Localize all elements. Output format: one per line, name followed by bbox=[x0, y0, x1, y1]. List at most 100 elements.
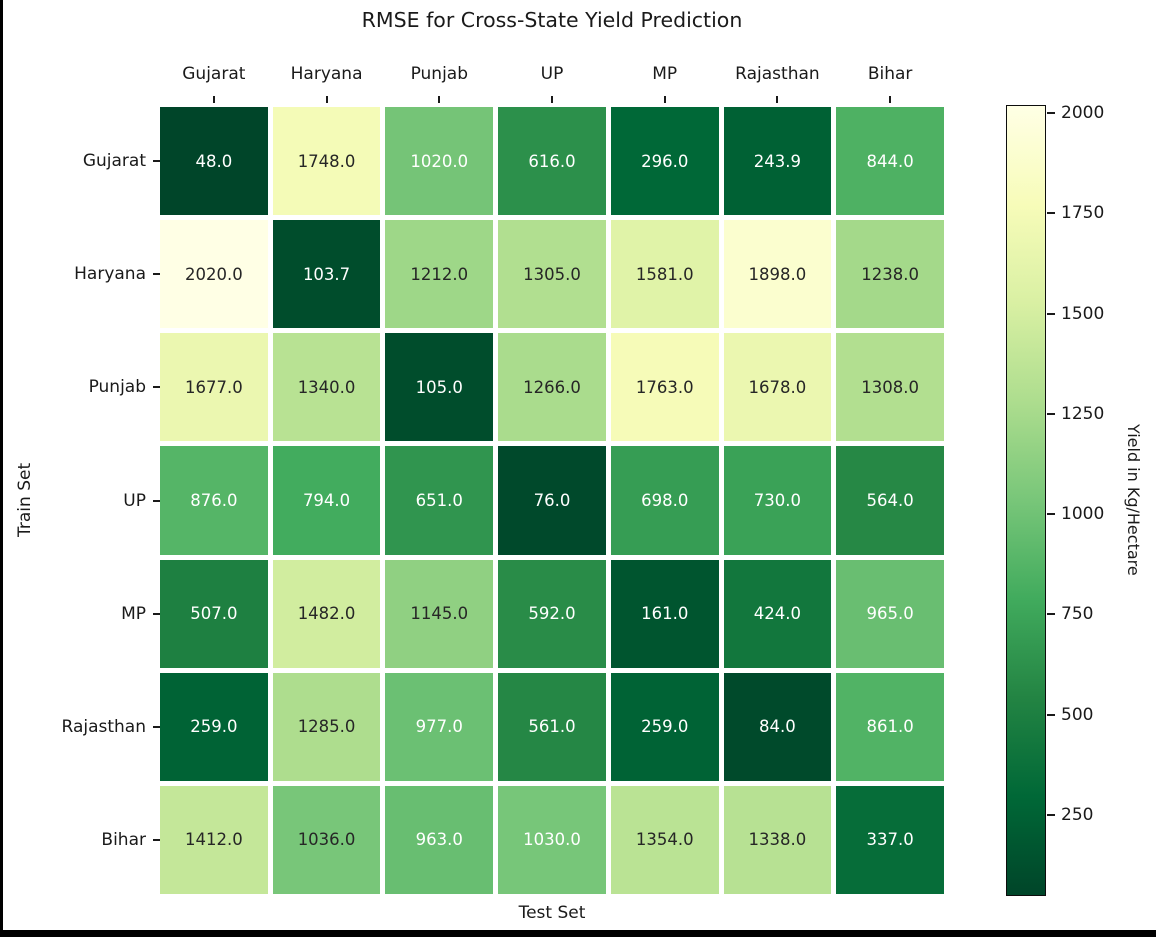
heatmap-cell: 1030.0 bbox=[498, 785, 606, 894]
x-tick-label: Haryana bbox=[290, 64, 363, 84]
heatmap-cell: 1285.0 bbox=[272, 672, 381, 781]
heatmap-cell: 105.0 bbox=[385, 333, 494, 442]
heatmap-cell: 977.0 bbox=[385, 672, 494, 781]
heatmap-cell: 1308.0 bbox=[836, 333, 944, 442]
colorbar-tick-label: 2000 bbox=[1061, 103, 1105, 124]
heatmap-cell: 963.0 bbox=[385, 785, 494, 894]
x-tick-label: Punjab bbox=[410, 64, 468, 84]
heatmap-cell: 1305.0 bbox=[498, 220, 606, 329]
y-tick-label: Rajasthan bbox=[61, 716, 147, 737]
heatmap-cell: 1581.0 bbox=[610, 220, 719, 329]
x-tick-label: MP bbox=[652, 64, 678, 84]
colorbar-tick-mark bbox=[1047, 813, 1055, 816]
x-tick-mark bbox=[551, 96, 553, 103]
x-tick-mark bbox=[776, 96, 779, 103]
heatmap-cell: 76.0 bbox=[498, 446, 606, 555]
heatmap-cell: 1212.0 bbox=[385, 220, 494, 329]
y-tick-label: Haryana bbox=[74, 264, 146, 285]
heatmap-cell: 48.0 bbox=[160, 107, 268, 216]
heatmap-cell: 1763.0 bbox=[610, 333, 719, 442]
colorbar-tick-label: 1750 bbox=[1061, 203, 1105, 224]
heatmap-cell: 844.0 bbox=[836, 107, 944, 216]
y-tick-label: Gujarat bbox=[82, 151, 146, 172]
heatmap-cell: 730.0 bbox=[723, 446, 832, 555]
heatmap-cell: 1354.0 bbox=[610, 785, 719, 894]
y-tick-label: Punjab bbox=[88, 377, 146, 398]
x-tick-mark bbox=[212, 96, 215, 103]
y-axis-label: Train Set bbox=[15, 462, 35, 538]
y-tick-mark bbox=[153, 160, 160, 163]
y-tick-mark bbox=[153, 612, 160, 615]
x-tick-mark bbox=[663, 96, 666, 103]
heatmap-cell: 1677.0 bbox=[160, 333, 268, 442]
heatmap-cell: 1482.0 bbox=[272, 559, 381, 668]
heatmap-cell: 592.0 bbox=[498, 559, 606, 668]
heatmap-cell: 965.0 bbox=[836, 559, 944, 668]
y-tick-mark bbox=[153, 725, 160, 728]
heatmap-cell: 1238.0 bbox=[836, 220, 944, 329]
colorbar-tick-label: 1000 bbox=[1061, 504, 1105, 525]
heatmap-cell: 507.0 bbox=[160, 559, 268, 668]
heatmap-cell: 243.9 bbox=[723, 107, 832, 216]
y-tick-label: UP bbox=[123, 490, 146, 511]
x-tick-label: Rajasthan bbox=[735, 64, 820, 84]
heatmap-cell: 876.0 bbox=[160, 446, 268, 555]
heatmap-cell: 84.0 bbox=[723, 672, 832, 781]
colorbar-tick-mark bbox=[1047, 513, 1055, 516]
heatmap-cell: 1020.0 bbox=[385, 107, 494, 216]
heatmap-cell: 296.0 bbox=[610, 107, 719, 216]
colorbar bbox=[1006, 105, 1046, 896]
x-tick-label: Bihar bbox=[867, 64, 913, 84]
colorbar-tick-mark bbox=[1047, 312, 1055, 315]
colorbar-tick-mark bbox=[1047, 713, 1055, 716]
y-tick-mark bbox=[153, 273, 160, 276]
heatmap-cell: 564.0 bbox=[836, 446, 944, 555]
heatmap-cell: 1678.0 bbox=[723, 333, 832, 442]
heatmap-cell: 337.0 bbox=[836, 785, 944, 894]
heatmap-cell: 424.0 bbox=[723, 559, 832, 668]
heatmap-cell: 794.0 bbox=[272, 446, 381, 555]
x-tick-mark bbox=[438, 96, 441, 103]
colorbar-tick-mark bbox=[1047, 112, 1055, 115]
heatmap-cell: 1340.0 bbox=[272, 333, 381, 442]
y-tick-mark bbox=[153, 386, 160, 389]
y-tick-mark bbox=[153, 838, 160, 841]
chart-title: RMSE for Cross-State Yield Prediction bbox=[361, 8, 743, 32]
colorbar-tick-mark bbox=[1047, 412, 1055, 415]
colorbar-tick-label: 1500 bbox=[1061, 303, 1105, 324]
colorbar-tick-mark bbox=[1047, 613, 1055, 616]
colorbar-tick-label: 1250 bbox=[1061, 403, 1105, 424]
x-axis-label: Test Set bbox=[518, 903, 586, 923]
heatmap-cell: 1266.0 bbox=[498, 333, 606, 442]
heatmap-cell: 103.7 bbox=[272, 220, 381, 329]
colorbar-tick-mark bbox=[1047, 212, 1055, 215]
x-tick-mark bbox=[325, 96, 328, 103]
colorbar-tick-label: 750 bbox=[1061, 604, 1094, 625]
heatmap-cell: 1898.0 bbox=[723, 220, 832, 329]
y-tick-label: Bihar bbox=[101, 829, 146, 850]
heatmap-cell: 1145.0 bbox=[385, 559, 494, 668]
heatmap-cell: 651.0 bbox=[385, 446, 494, 555]
heatmap-cell: 259.0 bbox=[160, 672, 268, 781]
heatmap-cell: 1338.0 bbox=[723, 785, 832, 894]
x-tick-label: UP bbox=[540, 64, 564, 84]
colorbar-label: Yield in Kg/Hectare bbox=[1124, 424, 1143, 576]
y-tick-mark bbox=[153, 499, 160, 502]
heatmap-cell: 561.0 bbox=[498, 672, 606, 781]
heatmap-cell: 616.0 bbox=[498, 107, 606, 216]
colorbar-tick-label: 500 bbox=[1061, 704, 1094, 725]
y-tick-label: MP bbox=[121, 603, 146, 624]
x-tick-mark bbox=[889, 96, 892, 103]
heatmap-cell: 698.0 bbox=[610, 446, 719, 555]
heatmap-cell: 161.0 bbox=[610, 559, 719, 668]
heatmap-cell: 1748.0 bbox=[272, 107, 381, 216]
colorbar-tick-label: 250 bbox=[1061, 804, 1094, 825]
heatmap-cell: 2020.0 bbox=[160, 220, 268, 329]
heatmap-cell: 861.0 bbox=[836, 672, 944, 781]
heatmap-cell: 1036.0 bbox=[272, 785, 381, 894]
x-tick-label: Gujarat bbox=[182, 64, 246, 84]
heatmap: 48.0 1748.0 1020.0 616.0 296.0 243.9 844.0 2020… bbox=[160, 107, 944, 894]
heatmap-cell: 259.0 bbox=[610, 672, 719, 781]
heatmap-cell: 1412.0 bbox=[160, 785, 268, 894]
